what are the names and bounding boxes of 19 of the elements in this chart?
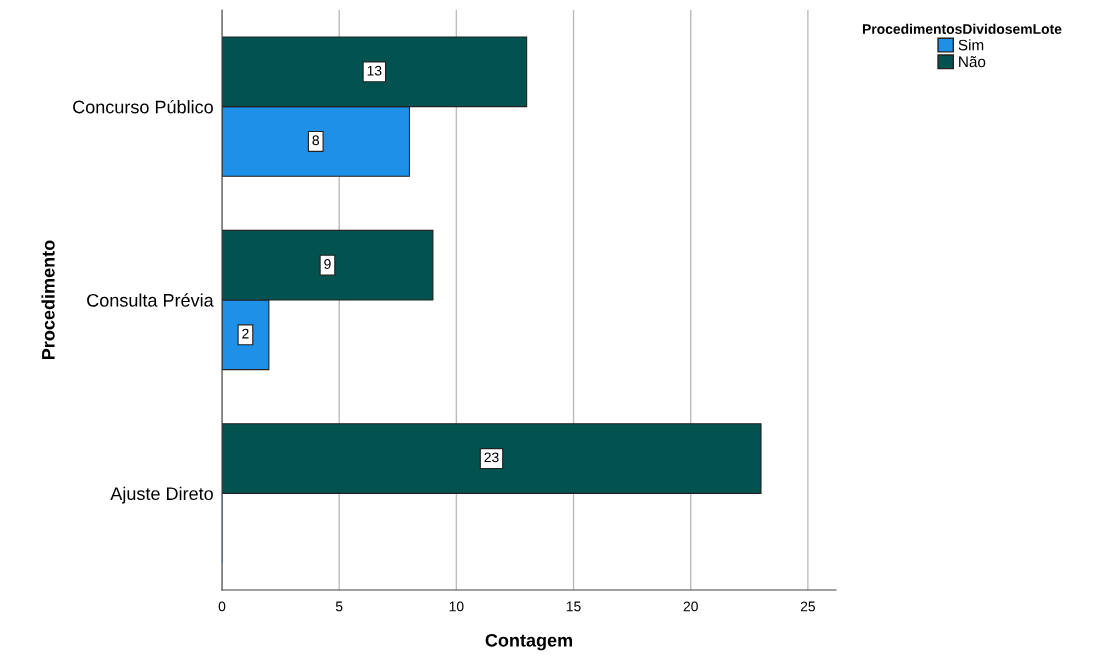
y-tick-label: Ajuste Direto: [110, 486, 213, 504]
x-tick-label: 0: [218, 601, 226, 612]
x-tick-label: 20: [683, 601, 698, 612]
data-label: 2: [242, 328, 249, 339]
x-tick-label: 10: [449, 601, 464, 612]
data-label: 13: [367, 65, 382, 76]
y-tick-label: Concurso Público: [73, 99, 213, 114]
legend-label: Sim: [958, 39, 984, 51]
y-axis-title: Procedimento: [41, 240, 55, 359]
x-tick-label: 15: [566, 601, 581, 612]
y-tick-label: Consulta Prévia: [87, 293, 214, 307]
legend-label: Não: [959, 56, 986, 68]
x-tick-label: 5: [335, 601, 343, 612]
legend-title: ProcedimentosDividosemLote: [862, 23, 1062, 34]
x-axis-title: Contagem: [485, 633, 573, 651]
x-tick-label: 25: [800, 601, 816, 612]
data-label: 9: [324, 259, 331, 269]
data-label: 23: [484, 452, 499, 463]
data-label: 8: [312, 135, 319, 146]
